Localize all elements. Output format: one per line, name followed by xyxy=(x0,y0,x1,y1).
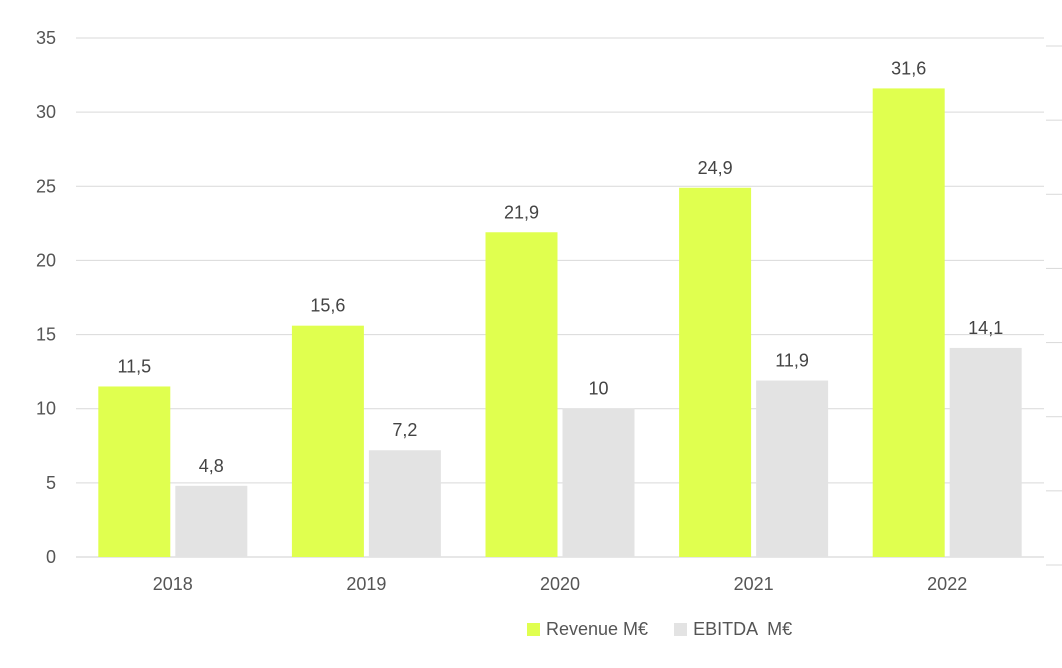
y-tick-label: 0 xyxy=(46,547,56,567)
y-tick-label: 25 xyxy=(36,176,56,196)
data-label-revenue-2020: 21,9 xyxy=(504,202,539,222)
bar-ebitda-2019 xyxy=(368,450,441,557)
bar-ebitda-2018 xyxy=(175,485,248,557)
data-label-revenue-2022: 31,6 xyxy=(891,58,926,78)
data-label-ebitda-2020: 10 xyxy=(588,379,608,399)
x-tick-label-2020: 2020 xyxy=(540,574,580,594)
y-tick-label: 35 xyxy=(36,28,56,48)
data-label-ebitda-2019: 7,2 xyxy=(392,420,417,440)
data-label-ebitda-2018: 4,8 xyxy=(199,456,224,476)
x-tick-label-2018: 2018 xyxy=(153,574,193,594)
x-axis-ticks: 2018 2019 2020 2021 2022 xyxy=(153,574,967,594)
y-tick-label: 30 xyxy=(36,102,56,122)
legend-item-ebitda: EBITDA M€ xyxy=(674,619,792,640)
legend: Revenue M€ EBITDA M€ xyxy=(527,619,792,640)
bar-revenue-2022 xyxy=(872,88,945,557)
y-axis-ticks: 0 5 10 15 20 25 30 35 xyxy=(36,28,56,567)
bar-revenue-2019 xyxy=(291,325,364,557)
bar-revenue-2021 xyxy=(679,187,752,558)
x-tick-label-2021: 2021 xyxy=(734,574,774,594)
x-tick-label-2019: 2019 xyxy=(346,574,386,594)
bar-revenue-2018 xyxy=(98,386,171,557)
data-label-revenue-2019: 15,6 xyxy=(310,296,345,316)
bar-ebitda-2022 xyxy=(949,347,1022,557)
data-label-ebitda-2021: 11,9 xyxy=(775,351,809,371)
data-label-ebitda-2022: 14,1 xyxy=(968,318,1003,338)
bar-ebitda-2021 xyxy=(756,380,829,557)
x-tick-label-2022: 2022 xyxy=(927,574,967,594)
y-tick-label: 10 xyxy=(36,399,56,419)
y-tick-label: 20 xyxy=(36,250,56,270)
legend-label-revenue: Revenue M€ xyxy=(546,619,649,639)
data-labels: 11,5 4,8 15,6 7,2 21,9 10 24,9 11,9 31,6 14,1 xyxy=(117,58,1003,475)
data-label-revenue-2018: 11,5 xyxy=(117,356,151,376)
legend-swatch-ebitda xyxy=(674,623,688,636)
bar-ebitda-2020 xyxy=(562,408,635,557)
y-tick-label: 15 xyxy=(36,325,56,345)
legend-swatch-revenue xyxy=(527,623,540,636)
data-label-revenue-2021: 24,9 xyxy=(698,158,733,178)
legend-item-revenue: Revenue M€ xyxy=(527,619,648,640)
y-tick-label: 5 xyxy=(46,473,56,493)
bar-revenue-2020 xyxy=(485,232,558,558)
bars xyxy=(98,88,1022,558)
legend-label-ebitda: EBITDA M€ xyxy=(693,619,793,639)
